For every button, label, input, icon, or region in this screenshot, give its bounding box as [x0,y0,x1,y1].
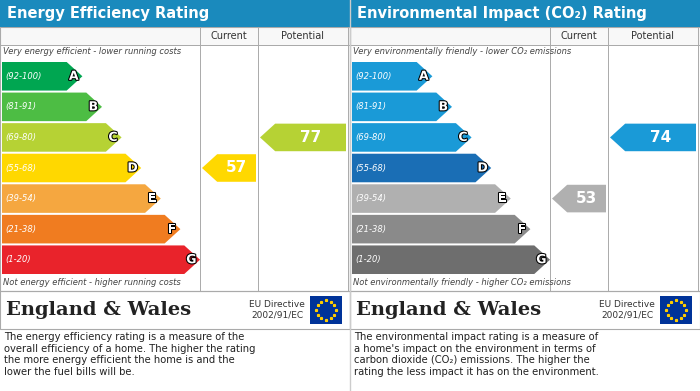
Text: England & Wales: England & Wales [6,301,191,319]
Text: G: G [536,253,547,266]
Text: (1-20): (1-20) [355,255,381,264]
Text: B: B [89,100,98,113]
Text: D: D [127,161,138,174]
Text: G: G [186,253,197,266]
Bar [0,0,350,27]
Text: F: F [517,222,526,236]
Polygon shape [352,215,531,244]
Polygon shape [2,154,141,182]
Text: 53: 53 [576,191,597,206]
Bar [350,0,700,27]
Text: (1-20): (1-20) [5,255,31,264]
Polygon shape [352,154,491,182]
Polygon shape [352,93,452,121]
Polygon shape [610,124,696,151]
Polygon shape [352,246,550,274]
Bar [0,291,350,329]
Polygon shape [2,123,122,152]
Bar [350,27,700,291]
Text: E: E [498,192,506,205]
Text: Current: Current [211,31,247,41]
Text: EU Directive
2002/91/EC: EU Directive 2002/91/EC [599,300,655,320]
Text: (69-80): (69-80) [5,133,36,142]
Text: 77: 77 [300,130,321,145]
Bar [0,27,350,291]
Bar [350,291,700,329]
Polygon shape [552,185,606,212]
Bar [0,27,350,291]
Bar [0,291,350,329]
Polygon shape [2,246,200,274]
Text: (55-68): (55-68) [5,163,36,172]
Text: 57: 57 [226,160,247,176]
Bar [0,27,350,45]
Text: B: B [439,100,448,113]
Polygon shape [352,62,433,91]
Text: Current: Current [561,31,597,41]
Text: The energy efficiency rating is a measure of the
overall efficiency of a home. T: The energy efficiency rating is a measur… [4,332,255,377]
Bar [0,27,350,45]
Text: C: C [108,131,118,144]
Polygon shape [2,62,83,91]
Text: Environmental Impact (CO₂) Rating: Environmental Impact (CO₂) Rating [357,6,647,21]
Text: A: A [419,70,428,83]
Text: (69-80): (69-80) [355,133,386,142]
Text: (55-68): (55-68) [355,163,386,172]
Text: Very energy efficient - lower running costs: Very energy efficient - lower running co… [3,47,181,56]
Text: Very environmentally friendly - lower CO₂ emissions: Very environmentally friendly - lower CO… [353,47,571,56]
Text: The environmental impact rating is a measure of
a home's impact on the environme: The environmental impact rating is a mea… [354,332,599,377]
Bar [350,27,700,291]
Text: EU Directive
2002/91/EC: EU Directive 2002/91/EC [249,300,305,320]
Text: F: F [167,222,176,236]
Text: C: C [458,131,468,144]
Text: (21-38): (21-38) [355,225,386,234]
Polygon shape [2,184,161,213]
Text: (92-100): (92-100) [355,72,391,81]
Text: Not energy efficient - higher running costs: Not energy efficient - higher running co… [3,278,181,287]
Text: (81-91): (81-91) [5,102,36,111]
Text: Not environmentally friendly - higher CO₂ emissions: Not environmentally friendly - higher CO… [353,278,571,287]
Polygon shape [352,123,472,152]
Text: Potential: Potential [281,31,325,41]
Polygon shape [2,93,102,121]
Text: England & Wales: England & Wales [356,301,541,319]
Text: (92-100): (92-100) [5,72,41,81]
Text: D: D [477,161,488,174]
Text: (81-91): (81-91) [355,102,386,111]
Bar [310,296,342,324]
Text: Energy Efficiency Rating: Energy Efficiency Rating [7,6,209,21]
Polygon shape [352,184,511,213]
Bar [350,27,700,45]
Polygon shape [260,124,346,151]
Bar [660,296,692,324]
Polygon shape [202,154,256,182]
Text: (39-54): (39-54) [5,194,36,203]
Text: 74: 74 [650,130,671,145]
Text: (21-38): (21-38) [5,225,36,234]
Text: A: A [69,70,78,83]
Polygon shape [2,215,181,244]
Bar [350,291,700,329]
Text: Potential: Potential [631,31,675,41]
Text: E: E [148,192,156,205]
Text: (39-54): (39-54) [355,194,386,203]
Bar [350,27,700,45]
